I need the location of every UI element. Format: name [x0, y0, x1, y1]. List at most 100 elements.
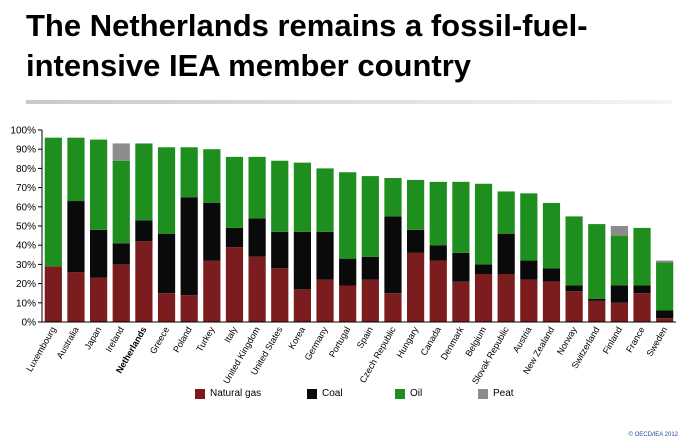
- legend-swatch: [307, 388, 317, 399]
- bar-natural-gas: [407, 252, 425, 322]
- bar-oil: [271, 160, 289, 232]
- bar-oil: [610, 235, 628, 286]
- bar-oil: [361, 176, 379, 257]
- x-category-label: Norway: [555, 325, 579, 357]
- bar-natural-gas: [180, 295, 198, 322]
- bar-coal: [497, 233, 515, 274]
- bar-oil: [157, 147, 176, 234]
- bar-coal: [384, 216, 402, 294]
- bar-natural-gas: [384, 293, 402, 322]
- bar-oil: [542, 202, 561, 269]
- x-category-label: Italy: [222, 325, 239, 345]
- legend-swatch: [395, 388, 405, 399]
- bar-coal: [248, 218, 266, 257]
- y-tick-label: 10%: [16, 298, 36, 309]
- x-category-label: Sweden: [644, 325, 669, 358]
- bar-natural-gas: [67, 272, 85, 322]
- bar-coal: [90, 229, 108, 278]
- bar-oil: [180, 147, 198, 198]
- bar-coal: [203, 202, 221, 261]
- x-category-label: Greece: [148, 325, 171, 356]
- bar-oil: [497, 191, 515, 234]
- bar-coal: [610, 285, 628, 303]
- y-tick-label: 30%: [16, 260, 36, 271]
- x-category-label: Korea: [286, 325, 307, 351]
- bar-natural-gas: [293, 289, 311, 322]
- x-category-label: Belgium: [463, 325, 488, 358]
- bar-natural-gas: [429, 260, 447, 322]
- bar-oil: [656, 262, 674, 311]
- bar-natural-gas: [90, 277, 108, 322]
- bar-natural-gas: [588, 300, 606, 322]
- bar-coal: [225, 227, 244, 248]
- x-category-label: Portugal: [327, 325, 352, 359]
- bar-coal: [316, 231, 334, 280]
- bar-oil: [565, 216, 583, 286]
- legend-item-coal: Coal: [307, 388, 343, 399]
- legend-swatch: [195, 388, 205, 399]
- x-category-label: Japan: [82, 325, 103, 351]
- x-category-label: Finland: [601, 325, 624, 356]
- bar-coal: [293, 231, 311, 290]
- title-divider: [26, 100, 672, 104]
- bar-coal: [135, 220, 153, 242]
- x-category-label: Austria: [511, 325, 534, 354]
- bar-peat: [112, 143, 130, 161]
- bar-coal: [542, 268, 561, 282]
- bar-coal: [656, 310, 674, 319]
- bar-natural-gas: [44, 266, 62, 322]
- bar-coal: [407, 229, 425, 253]
- bar-peat: [610, 226, 628, 236]
- bar-peat: [656, 260, 674, 263]
- bar-oil: [407, 179, 425, 230]
- bar-oil: [429, 181, 447, 246]
- copyright-notice: © OECD/IEA 2012: [628, 432, 678, 438]
- bar-natural-gas: [248, 256, 266, 322]
- bar-natural-gas: [474, 274, 493, 322]
- bar-natural-gas: [271, 268, 289, 322]
- chart-title: The Netherlands remains a fossil-fuel- i…: [26, 6, 666, 86]
- x-category-label: Poland: [171, 325, 194, 354]
- y-tick-label: 40%: [16, 241, 36, 252]
- y-tick-label: 50%: [16, 222, 36, 233]
- bar-oil: [339, 172, 357, 259]
- y-tick-label: 60%: [16, 202, 36, 213]
- bar-natural-gas: [565, 291, 583, 322]
- bar-oil: [67, 137, 85, 202]
- bar-coal: [565, 285, 583, 292]
- bar-coal: [361, 256, 379, 280]
- bar-oil: [44, 137, 62, 267]
- y-tick-label: 90%: [16, 145, 36, 156]
- legend-item-natural-gas: Natural gas: [195, 388, 261, 399]
- bar-coal: [339, 258, 357, 286]
- bar-natural-gas: [452, 281, 470, 322]
- bar-coal: [112, 243, 130, 265]
- x-category-label: Hungary: [395, 325, 421, 360]
- bar-coal: [271, 231, 289, 269]
- bar-oil: [225, 156, 244, 228]
- bar-natural-gas: [610, 302, 628, 322]
- x-category-label: Spain: [355, 325, 375, 350]
- legend-label: Coal: [322, 388, 343, 399]
- bar-oil: [316, 168, 334, 232]
- bar-oil: [90, 139, 108, 230]
- bar-natural-gas: [361, 279, 379, 322]
- legend-label: Peat: [493, 388, 514, 399]
- legend-label: Oil: [410, 388, 423, 399]
- bar-oil: [474, 183, 493, 265]
- title-line-1: The Netherlands remains a fossil-fuel-: [26, 8, 588, 43]
- legend-item-oil: Oil: [395, 388, 422, 399]
- bar-oil: [293, 162, 311, 232]
- bar-coal: [520, 260, 538, 280]
- y-tick-label: 80%: [16, 164, 36, 175]
- bar-natural-gas: [316, 279, 334, 322]
- x-category-label: Luxembourg: [24, 325, 58, 373]
- bar-natural-gas: [633, 293, 651, 322]
- legend-swatch: [478, 388, 488, 399]
- bar-oil: [248, 156, 266, 219]
- bar-coal: [67, 201, 85, 273]
- y-tick-label: 0%: [22, 318, 37, 329]
- bar-natural-gas: [339, 285, 357, 322]
- bar-natural-gas: [497, 274, 515, 322]
- x-category-label: Ireland: [104, 325, 126, 354]
